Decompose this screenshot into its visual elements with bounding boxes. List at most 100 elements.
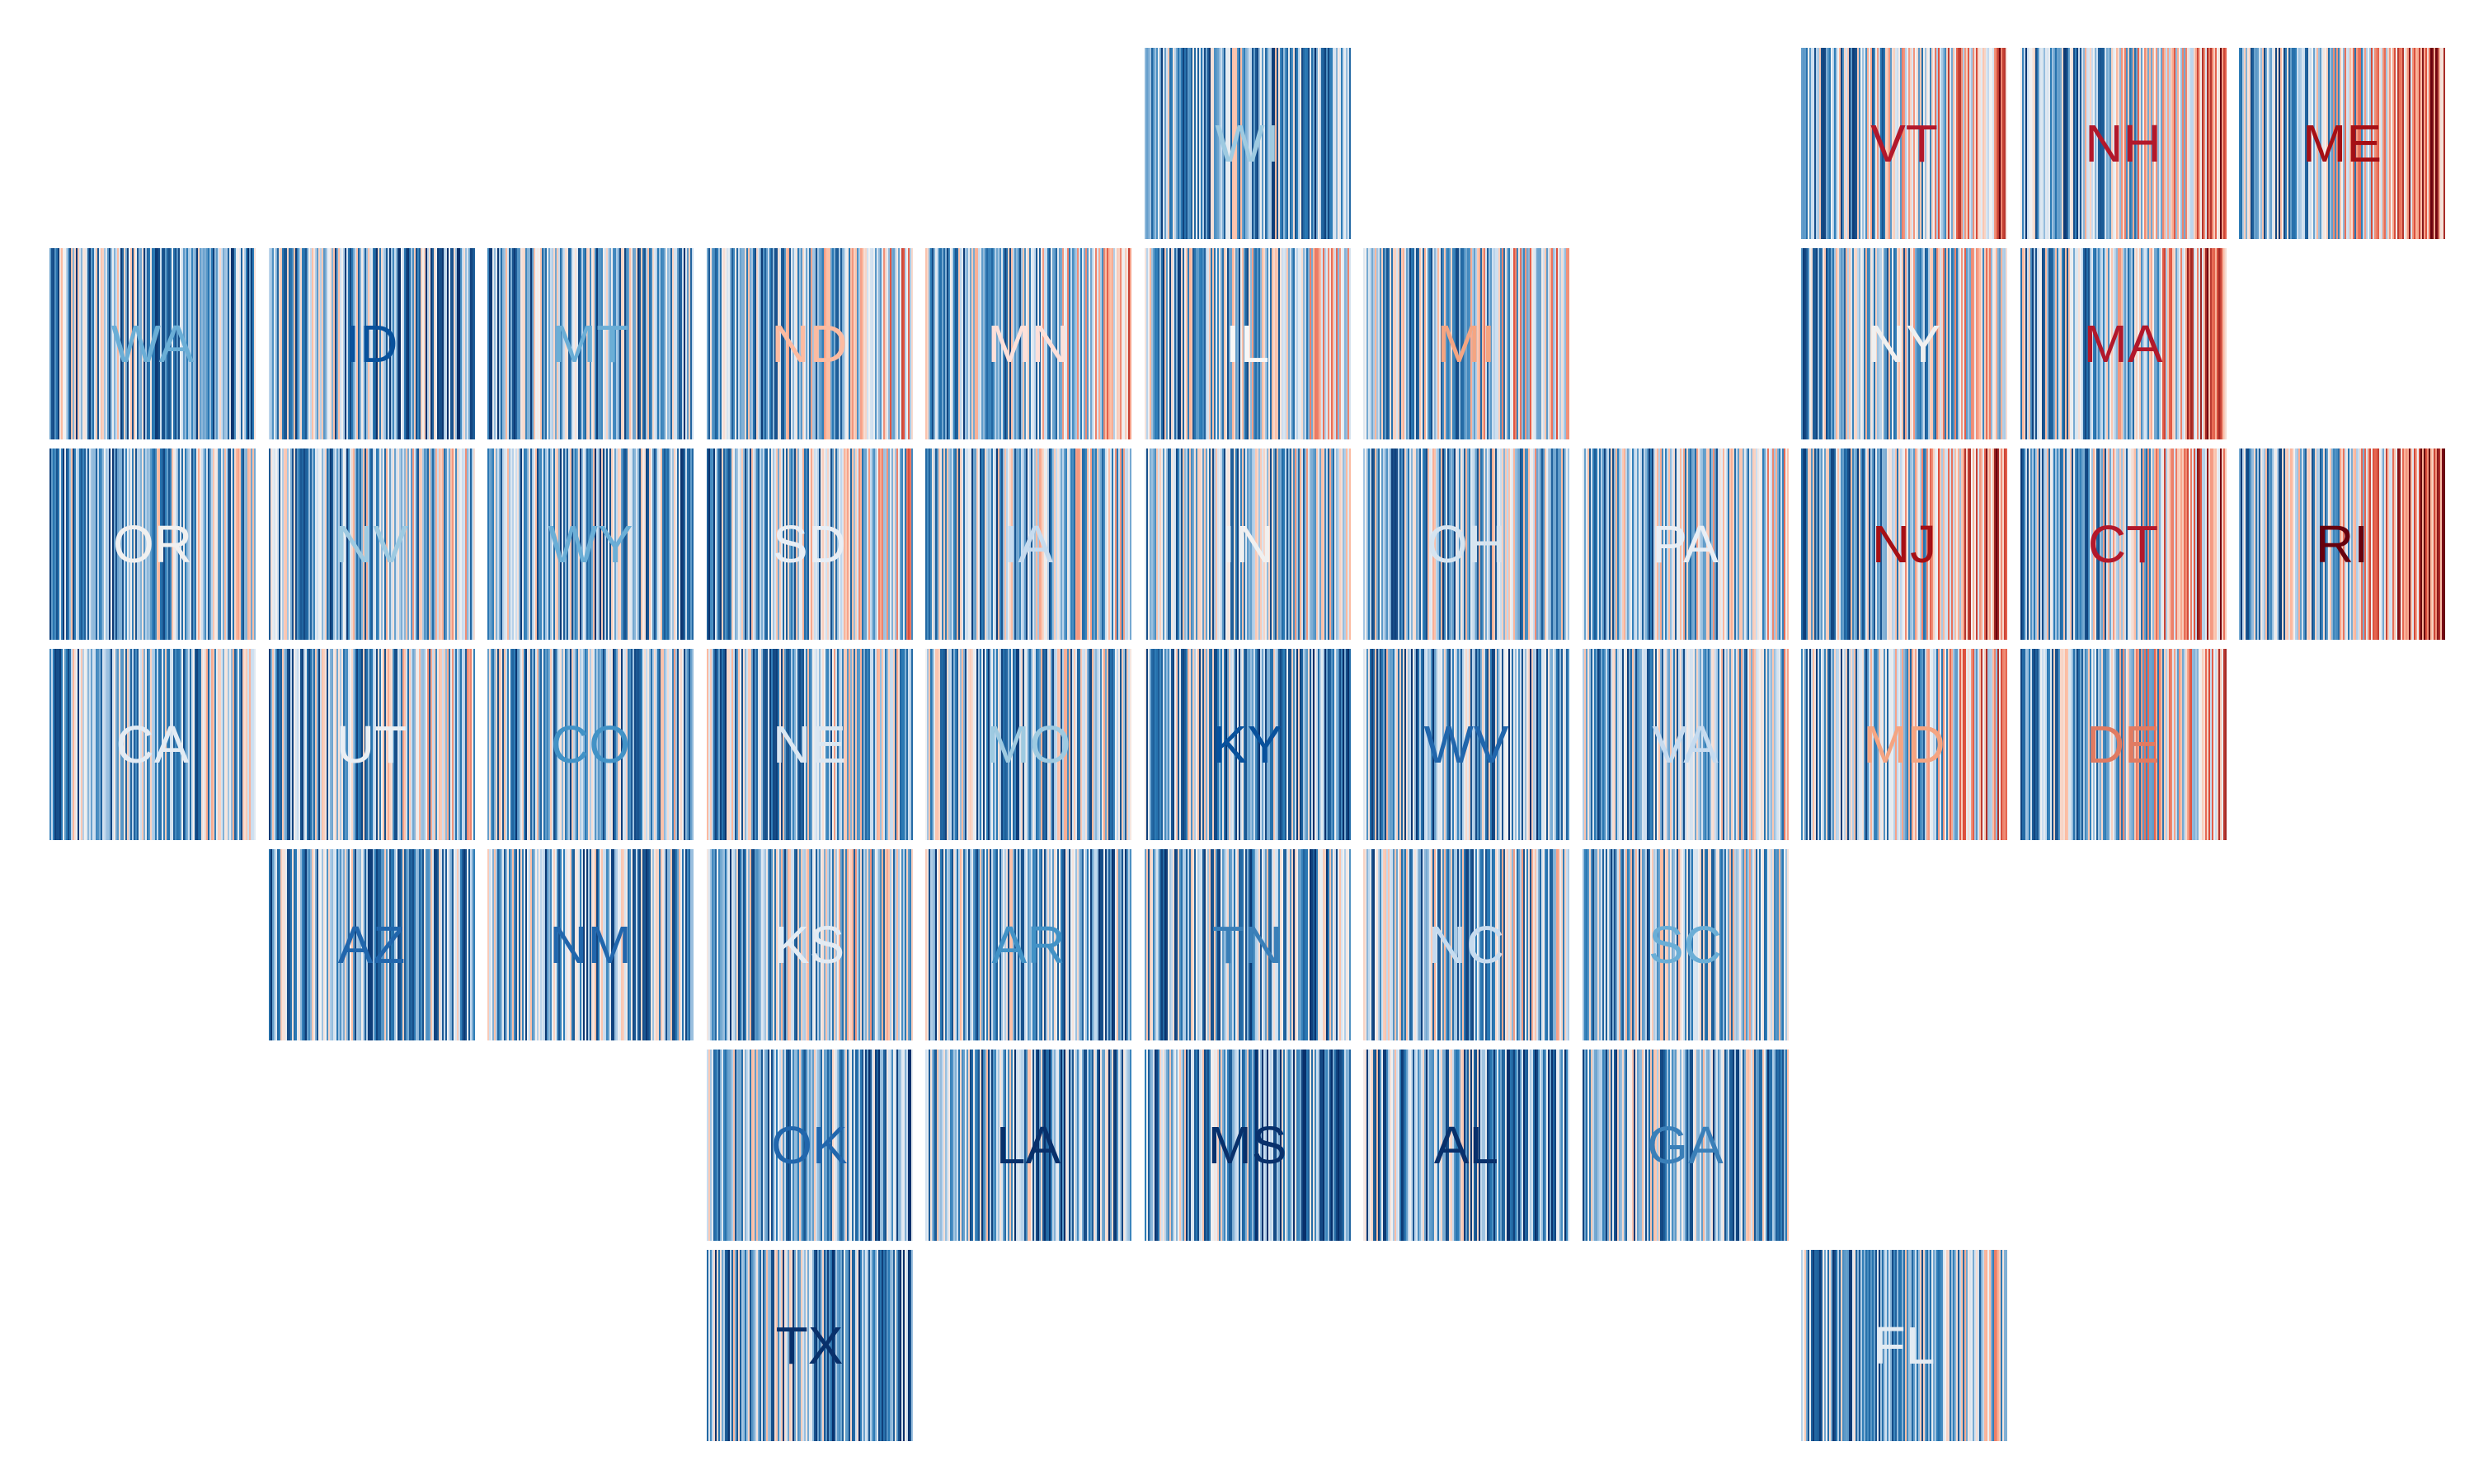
stripe-ut-23 (306, 649, 309, 840)
stripe-mn-18 (955, 248, 957, 439)
stripe-wv-1 (1365, 649, 1367, 840)
stripe-md-12 (1821, 649, 1823, 840)
stripe-mn-10 (942, 248, 944, 439)
stripe-wv-95 (1520, 649, 1522, 840)
stripe-ar-63 (1029, 849, 1032, 1040)
stripe-or-35 (107, 448, 110, 640)
stripe-wi-76 (1269, 48, 1272, 239)
stripe-ar-104 (1097, 849, 1099, 1040)
stripe-tn-4 (1150, 849, 1154, 1040)
stripe-ri-9 (2254, 448, 2256, 640)
stripe-va-48 (1661, 649, 1664, 840)
stripe-ca-106 (224, 649, 227, 840)
stripe-ca-80 (181, 649, 184, 840)
stripe-nj-1 (1803, 448, 1805, 640)
stripe-in-35 (1202, 448, 1205, 640)
stripe-ia-78 (1054, 448, 1056, 640)
stripe-ks-87 (849, 849, 853, 1040)
stripe-in-61 (1244, 448, 1248, 640)
stripe-vt-5 (1809, 48, 1812, 239)
stripe-ri-53 (2326, 448, 2329, 640)
stripe-nm-119 (684, 849, 686, 1040)
stripe-nm-45 (562, 849, 564, 1040)
stripe-il-57 (1238, 248, 1241, 439)
stripe-md-63 (1905, 649, 1907, 840)
stripe-wy-67 (598, 448, 600, 640)
stripe-vt-10 (1818, 48, 1820, 239)
stripe-de-106 (2194, 649, 2198, 840)
stripe-nj-104 (1973, 448, 1975, 640)
stripe-mt-10 (504, 248, 506, 439)
stripe-wy-99 (651, 448, 653, 640)
stripe-ca-122 (251, 649, 253, 840)
stripe-ca-19 (81, 649, 83, 840)
stripe-sd-65 (813, 448, 816, 640)
stripe-il-74 (1266, 248, 1269, 439)
stripe-pa-118 (1776, 448, 1780, 640)
stripe-pa-71 (1699, 448, 1702, 640)
stripe-co-108 (666, 649, 668, 840)
stripe-vt-26 (1844, 48, 1846, 239)
stripe-ri-34 (2295, 448, 2298, 640)
stripe-az-109 (448, 849, 451, 1040)
stripe-va-93 (1735, 649, 1738, 840)
stripe-mo-67 (1036, 649, 1038, 840)
stripe-mo-1 (927, 649, 929, 840)
stripe-or-15 (74, 448, 77, 640)
stripes-nm (487, 849, 694, 1040)
stripe-sd-118 (901, 448, 904, 640)
stripe-or-48 (129, 448, 131, 640)
stripe-ne-20 (739, 649, 742, 840)
stripe-ny-30 (1851, 248, 1853, 439)
stripe-ne-48 (785, 649, 788, 840)
stripe-mi-93 (1517, 248, 1519, 439)
stripe-md-40 (1867, 649, 1870, 840)
stripe-il-99 (1307, 248, 1310, 439)
stripe-md-33 (1856, 649, 1858, 840)
stripe-ny-87 (1945, 248, 1947, 439)
stripe-ca-90 (198, 649, 200, 840)
state-tile-il: IL (1144, 248, 1351, 439)
stripe-in-37 (1205, 448, 1208, 640)
stripe-wa-56 (142, 248, 144, 439)
stripe-mo-38 (988, 649, 990, 840)
stripe-id-37 (329, 248, 332, 439)
stripe-il-71 (1261, 248, 1264, 439)
stripe-wa-59 (147, 248, 149, 439)
stripe-me-89 (2386, 48, 2388, 239)
stripe-ks-122 (907, 849, 910, 1040)
stripe-mt-68 (600, 248, 602, 439)
stripe-wv-94 (1518, 649, 1521, 840)
stripe-in-1 (1145, 448, 1149, 640)
stripe-wv-43 (1434, 649, 1437, 840)
stripe-mi-78 (1492, 248, 1494, 439)
stripe-vt-118 (1996, 48, 1998, 239)
stripe-ma-100 (2185, 248, 2188, 439)
stripe-ky-95 (1300, 649, 1304, 840)
stripe-ky-102 (1312, 649, 1315, 840)
stripe-mo-12 (945, 649, 948, 840)
stripe-in-64 (1249, 448, 1253, 640)
stripe-or-45 (124, 448, 126, 640)
stripe-wi-69 (1258, 48, 1261, 239)
stripe-de-24 (2059, 649, 2062, 840)
stripe-pa-119 (1778, 448, 1781, 640)
stripe-me-16 (2265, 48, 2268, 239)
stripe-id-14 (291, 248, 294, 439)
stripe-in-74 (1266, 448, 1269, 640)
stripe-wy-64 (593, 448, 595, 640)
stripe-nm-41 (555, 849, 557, 1040)
stripe-ny-110 (1982, 248, 1985, 439)
stripe-id-116 (459, 248, 463, 439)
stripe-ut-17 (296, 649, 299, 840)
stripe-ca-121 (249, 649, 252, 840)
stripe-ne-111 (889, 649, 892, 840)
stripe-ar-101 (1092, 849, 1094, 1040)
stripe-md-104 (1973, 649, 1975, 840)
stripe-md-58 (1897, 649, 1899, 840)
stripe-ut-66 (377, 649, 380, 840)
stripe-mn-103 (1095, 248, 1098, 439)
stripe-ky-4 (1150, 649, 1154, 840)
stripe-mi-47 (1441, 248, 1443, 439)
stripe-tn-6 (1154, 849, 1157, 1040)
